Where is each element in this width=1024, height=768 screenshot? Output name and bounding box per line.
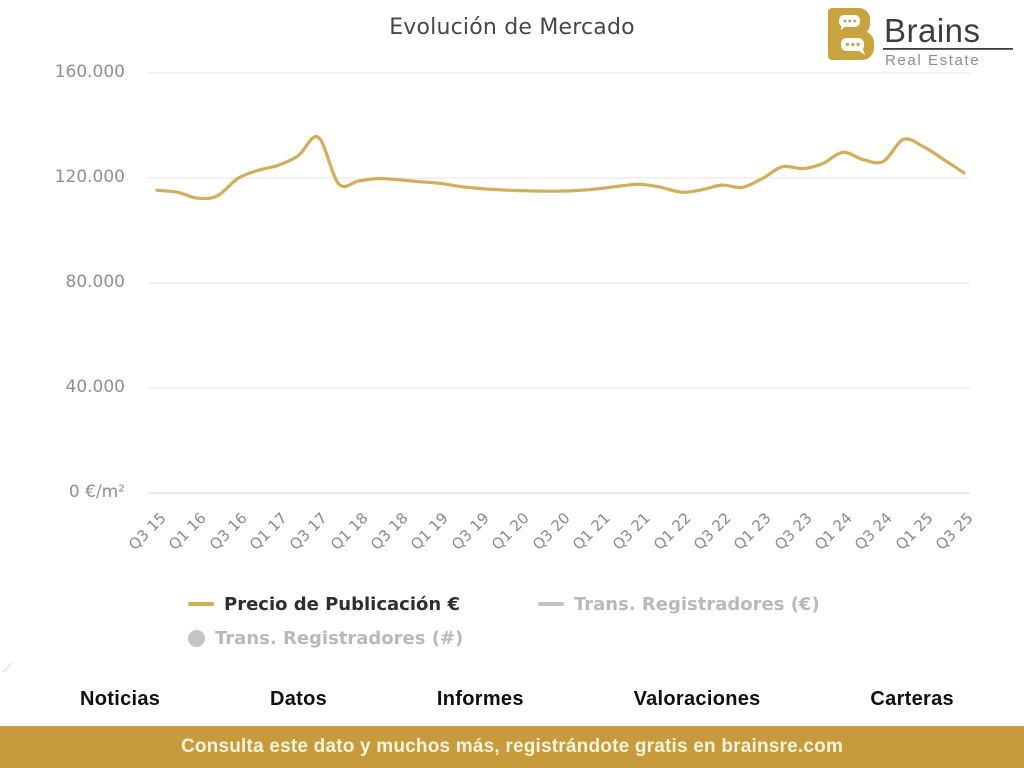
y-axis-tick-label: 120.000	[54, 167, 125, 187]
card-corner-artifact	[2, 662, 13, 673]
nav-item-valoraciones[interactable]: Valoraciones	[633, 687, 761, 710]
y-axis-tick-label: 40.000	[65, 377, 125, 397]
y-axis-tick-label: 0 €/m²	[68, 482, 125, 502]
legend-label: Trans. Registradores (€)	[573, 593, 820, 615]
brand-tagline: Real Estate	[885, 52, 980, 68]
nav-item-informes[interactable]: Informes	[436, 687, 524, 710]
bottom-nav: Noticias Datos Informes Valoraciones Car…	[0, 672, 1024, 726]
price-evolution-chart[interactable]	[0, 0, 1024, 565]
circle-swatch-icon	[188, 629, 205, 647]
legend-item-trans-registradores-num[interactable]: Trans. Registradores (#)	[188, 625, 463, 651]
line-swatch-icon	[537, 602, 564, 606]
legend-item-precio-publicacion[interactable]: Precio de Publicación €	[188, 591, 460, 617]
precio-publicacion-line[interactable]	[155, 134, 966, 201]
y-axis-tick-label: 160.000	[54, 62, 125, 82]
legend-label: Precio de Publicación €	[224, 593, 460, 615]
chart-legend: Precio de Publicación € Trans. Registrad…	[188, 591, 918, 651]
line-swatch-icon	[188, 602, 214, 606]
brand-underline	[883, 48, 1013, 50]
chart-title: Evolución de Mercado	[389, 15, 635, 40]
promo-text: Consulta este dato y muchos más, registr…	[180, 736, 844, 757]
y-axis-tick-label: 80.000	[65, 272, 125, 292]
brand-name: Brains	[884, 12, 981, 49]
chart-card: Evolución de Mercado	[0, 0, 1024, 673]
nav-item-noticias[interactable]: Noticias	[80, 687, 161, 710]
nav-item-carteras[interactable]: Carteras	[870, 687, 954, 710]
nav-item-datos[interactable]: Datos	[270, 687, 328, 710]
legend-label: Trans. Registradores (#)	[215, 627, 464, 649]
brand-logo: Brains Real Estate	[826, 6, 1018, 69]
promo-banner[interactable]: Consulta este dato y muchos más, registr…	[0, 726, 1024, 768]
brains-b-chat-bubbles-icon	[828, 8, 874, 60]
legend-item-trans-registradores-eur[interactable]: Trans. Registradores (€)	[537, 591, 820, 617]
